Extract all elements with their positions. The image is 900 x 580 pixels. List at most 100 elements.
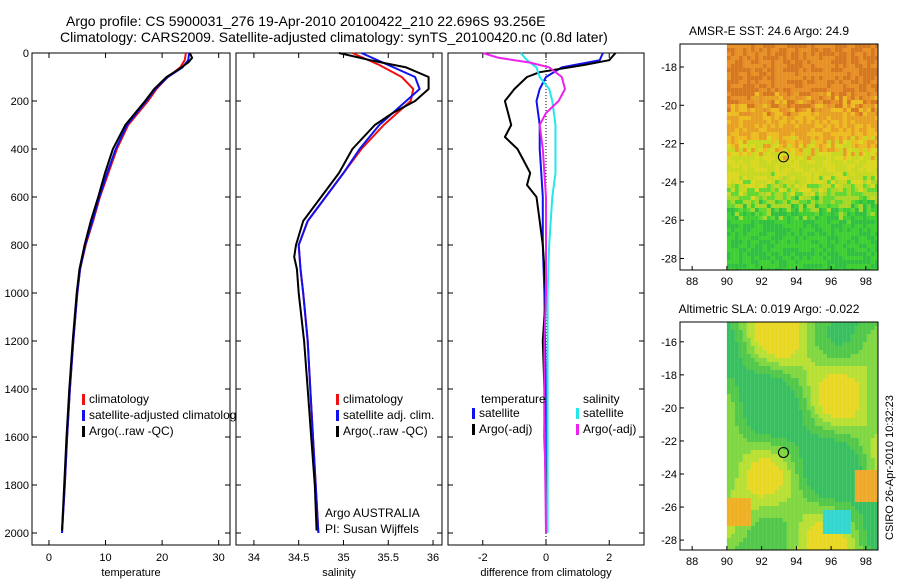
- heatmap-cell: [746, 204, 751, 208]
- heatmap-cell: [750, 322, 755, 326]
- heatmap-cell: [810, 490, 815, 494]
- heatmap-cell: [806, 140, 811, 144]
- heatmap-cell: [854, 354, 859, 358]
- heatmap-cell: [774, 382, 779, 386]
- heatmap-cell: [838, 208, 843, 212]
- x-tick-label: 94: [790, 276, 802, 288]
- heatmap-cell: [838, 330, 843, 334]
- heatmap-cell: [798, 450, 803, 454]
- heatmap-cell: [846, 402, 851, 406]
- heatmap-cell: [758, 244, 763, 248]
- argo-position-marker: [777, 151, 789, 163]
- heatmap-cell: [866, 514, 871, 518]
- heatmap-cell: [762, 446, 767, 450]
- heatmap-cell: [846, 56, 851, 60]
- heatmap-cell: [870, 152, 875, 156]
- heatmap-cell: [786, 534, 791, 538]
- heatmap-cell: [846, 164, 851, 168]
- heatmap-cell: [790, 228, 795, 232]
- heatmap-cell: [838, 442, 843, 446]
- heatmap-cell: [798, 342, 803, 346]
- heatmap-cell: [850, 260, 855, 264]
- heatmap-cell: [830, 220, 835, 224]
- heatmap-cell: [858, 76, 863, 80]
- legend-title-temperature: temperature: [481, 392, 546, 406]
- heatmap-cell: [838, 546, 843, 550]
- heatmap-cell: [790, 462, 795, 466]
- heatmap-cell: [826, 52, 831, 56]
- heatmap-cell: [834, 256, 839, 260]
- heatmap-cell: [838, 398, 843, 402]
- heatmap-cell: [842, 172, 847, 176]
- heatmap-cell: [746, 418, 751, 422]
- heatmap-cell: [802, 68, 807, 72]
- heatmap-cell: [814, 260, 819, 264]
- heatmap-cell: [822, 80, 827, 84]
- heatmap-cell: [762, 510, 767, 514]
- heatmap-cell: [874, 334, 878, 338]
- heatmap-cell: [842, 338, 847, 342]
- heatmap-cell: [846, 116, 851, 120]
- heatmap-cell: [738, 370, 743, 374]
- heatmap-cell: [750, 326, 755, 330]
- heatmap-cell: [866, 526, 871, 530]
- heatmap-cell: [778, 526, 783, 530]
- heatmap-cell: [770, 120, 775, 124]
- heatmap-cell: [774, 64, 779, 68]
- heatmap-cell: [782, 382, 787, 386]
- heatmap-cell: [866, 148, 871, 152]
- heatmap-cell: [854, 220, 859, 224]
- heatmap-cell: [810, 366, 815, 370]
- heatmap-cell: [750, 414, 755, 418]
- heatmap-cell: [774, 518, 779, 522]
- heatmap-cell: [866, 490, 871, 494]
- heatmap-cell: [790, 358, 795, 362]
- heatmap-cell: [734, 346, 739, 350]
- heatmap-cell: [810, 494, 815, 498]
- heatmap-cell: [826, 100, 831, 104]
- heatmap-cell: [754, 148, 759, 152]
- heatmap-cell: [810, 120, 815, 124]
- heatmap-cell: [810, 196, 815, 200]
- heatmap-cell: [762, 200, 767, 204]
- heatmap-cell: [822, 200, 827, 204]
- heatmap-cell: [862, 180, 867, 184]
- heatmap-cell: [826, 196, 831, 200]
- heatmap-cell: [846, 330, 851, 334]
- heatmap-cell: [750, 256, 755, 260]
- heatmap-cell: [762, 60, 767, 64]
- heatmap-cell: [794, 446, 799, 450]
- heatmap-cell: [866, 450, 871, 454]
- heatmap-cell: [794, 256, 799, 260]
- heatmap-cell: [858, 458, 863, 462]
- heatmap-cell: [870, 426, 875, 430]
- heatmap-cell: [866, 256, 871, 260]
- heatmap-cell: [858, 56, 863, 60]
- heatmap-cell: [830, 260, 835, 264]
- heatmap-cell: [762, 490, 767, 494]
- heatmap-cell: [782, 236, 787, 240]
- heatmap-cell: [754, 370, 759, 374]
- y-tick-label: -16: [661, 337, 677, 349]
- heatmap-cell: [802, 354, 807, 358]
- heatmap-cell: [774, 490, 779, 494]
- heatmap-cell: [766, 466, 771, 470]
- heatmap-cell: [814, 208, 819, 212]
- heatmap-cell: [818, 44, 823, 48]
- heatmap-cell: [818, 148, 823, 152]
- heatmap-cell: [810, 514, 815, 518]
- heatmap-cell: [834, 482, 839, 486]
- heatmap-cell: [762, 370, 767, 374]
- heatmap-cell: [858, 366, 863, 370]
- heatmap-cell: [850, 164, 855, 168]
- heatmap-cell: [782, 220, 787, 224]
- heatmap-cell: [806, 172, 811, 176]
- heatmap-cell: [818, 390, 823, 394]
- heatmap-cell: [798, 410, 803, 414]
- heatmap-cell: [802, 204, 807, 208]
- heatmap-cell: [802, 100, 807, 104]
- heatmap-cell: [818, 322, 823, 326]
- heatmap-cell: [822, 148, 827, 152]
- heatmap-cell: [798, 382, 803, 386]
- heatmap-cell: [726, 390, 731, 394]
